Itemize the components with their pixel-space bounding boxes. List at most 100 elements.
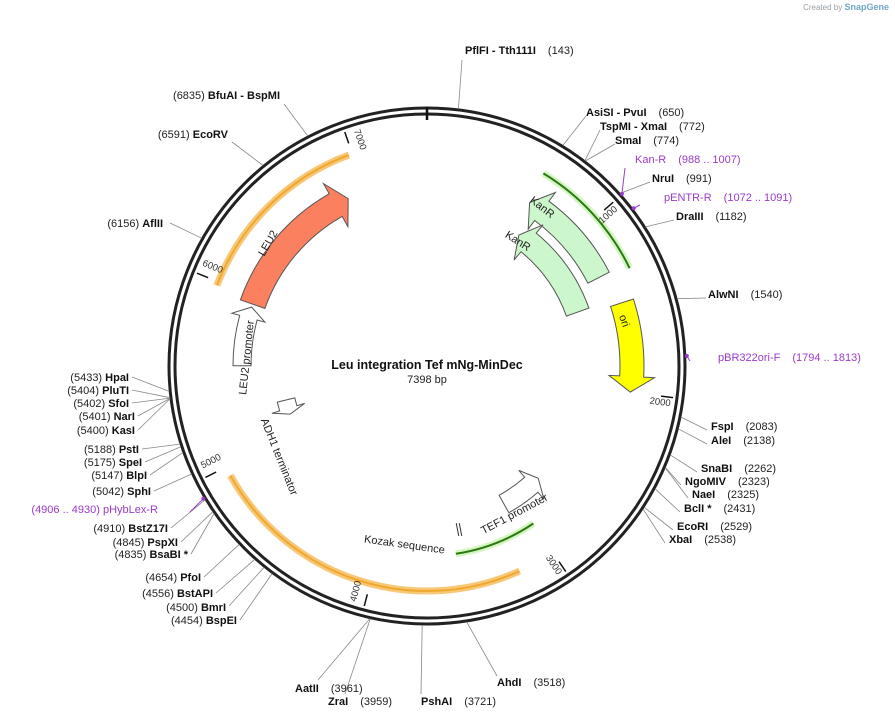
site-label-aatii: AatII (3961) bbox=[295, 683, 363, 695]
primer-leader-3 bbox=[189, 498, 204, 513]
site-leader-16 bbox=[420, 624, 423, 695]
feature-promoter-6 bbox=[230, 306, 267, 367]
site-label-bspei: (4454) BspEI bbox=[171, 615, 237, 627]
site-label-pshai: PshAI (3721) bbox=[421, 696, 496, 708]
restriction-sites: PflFI - Tth111I (143) AsiSI - PvuI (650) Tsp… bbox=[67, 45, 782, 708]
site-label-nrui: NruI (991) bbox=[652, 173, 712, 185]
site-leader-31 bbox=[137, 398, 171, 417]
feature-ori-2 bbox=[607, 298, 657, 393]
site-label-draiii: DraIII (1182) bbox=[676, 211, 747, 223]
feature-cds-7 bbox=[239, 182, 349, 310]
site-leader-25 bbox=[170, 499, 206, 529]
site-label-spei: (5175) SpeI bbox=[84, 457, 142, 469]
ruler-label-7000: 7000 bbox=[351, 128, 368, 152]
green-band-line-0 bbox=[542, 172, 631, 269]
ruler-tick-2000 bbox=[660, 395, 674, 399]
site-leader-1 bbox=[562, 115, 587, 146]
primer-marker-1 bbox=[631, 206, 636, 211]
site-leader-15 bbox=[466, 621, 498, 677]
site-label-pluti: (5404) PluTI bbox=[67, 385, 129, 397]
site-label-bstz17i: (4910) BstZ17I bbox=[93, 523, 168, 535]
site-leader-12 bbox=[654, 488, 681, 513]
site-leader-26 bbox=[153, 473, 192, 492]
ruler-label-6000: 6000 bbox=[201, 258, 225, 276]
site-leader-29 bbox=[141, 443, 181, 450]
credit-prefix: Created by bbox=[803, 3, 843, 12]
site-label-aflii: (6156) AflII bbox=[107, 218, 163, 230]
primer-leader-0 bbox=[621, 167, 626, 194]
ruler-tick-6000 bbox=[196, 272, 209, 279]
site-leader-2 bbox=[584, 129, 601, 161]
ruler-tick-3000 bbox=[558, 561, 567, 572]
ruler-ticks: 1000 2000 3000 4000 5000 6000 7000 bbox=[196, 107, 674, 607]
site-label-nari: (5401) NarI bbox=[79, 411, 135, 423]
site-label-naei: NaeI (2325) bbox=[692, 489, 759, 501]
site-label-zrai: ZraI (3959) bbox=[328, 696, 392, 708]
site-label-kasi: (5400) KasI bbox=[77, 425, 135, 437]
site-label-fspi: FspI (2083) bbox=[711, 421, 777, 433]
ruler-label-1000: 1000 bbox=[597, 204, 620, 226]
ruler-tick-5000 bbox=[205, 471, 217, 479]
site-label-xbai: XbaI (2538) bbox=[669, 534, 736, 546]
site-leader-3 bbox=[585, 143, 616, 162]
site-leader-35 bbox=[169, 222, 202, 239]
site-leader-23 bbox=[190, 513, 215, 555]
site-label-alei: AleI (2138) bbox=[711, 435, 775, 447]
site-leader-24 bbox=[180, 511, 214, 543]
site-leader-17 bbox=[344, 618, 371, 695]
site-label-pflfi: PflFI - Tth111I (143) bbox=[465, 45, 574, 57]
feature-cds-1 bbox=[513, 224, 590, 317]
site-leader-19 bbox=[239, 573, 273, 621]
feature-label-2: ori bbox=[616, 313, 631, 329]
site-label-snabi: SnaBI (2262) bbox=[701, 463, 776, 475]
site-label-smai: SmaI (774) bbox=[615, 135, 679, 147]
site-leader-8 bbox=[678, 428, 708, 445]
site-label-bcli: BclI * (2431) bbox=[684, 503, 755, 515]
site-leader-13 bbox=[643, 506, 674, 531]
site-label-psti: (5188) PstI bbox=[84, 444, 139, 456]
site-leader-11 bbox=[664, 467, 689, 499]
orange-band-line-1 bbox=[229, 475, 520, 592]
site-label-ahdi: AhdI (3518) bbox=[497, 677, 565, 689]
site-leader-20 bbox=[228, 567, 265, 607]
site-leader-14 bbox=[642, 508, 666, 544]
ruler-label-2000: 2000 bbox=[649, 396, 671, 410]
site-leader-21 bbox=[215, 559, 255, 594]
primer-marker-3 bbox=[201, 496, 206, 501]
site-label-bmri: (4500) BmrI bbox=[166, 602, 226, 614]
ruler-label-4000: 4000 bbox=[348, 580, 364, 603]
primer-label-1: pENTR-R (1072 .. 1091) bbox=[664, 192, 792, 204]
site-label-ngomiv: NgoMIV (2323) bbox=[685, 476, 770, 488]
kozak-marker bbox=[455, 523, 460, 536]
site-leader-30 bbox=[137, 398, 171, 431]
primer-label-0: Kan-R (988 .. 1007) bbox=[635, 154, 741, 166]
site-label-ecori: EcoRI (2529) bbox=[677, 521, 752, 533]
site-label-asisi: AsiSI - PvuI (650) bbox=[586, 107, 684, 119]
site-label-sfoi: (5402) SfoI bbox=[73, 398, 129, 410]
feature-cds-0 bbox=[527, 191, 610, 284]
primer-sites: Kan-R (988 .. 1007) pENTR-R (1072 .. 1091) p… bbox=[31, 154, 860, 516]
site-label-bfuai: (6835) BfuAI - BspMI bbox=[173, 90, 280, 102]
site-leader-9 bbox=[670, 454, 698, 473]
ruler-label-5000: 5000 bbox=[199, 452, 223, 471]
feature-label-5: ADH1 terminator bbox=[258, 417, 300, 498]
site-leader-27 bbox=[149, 452, 184, 476]
site-label-bsabi: (4835) BsaBI * bbox=[115, 549, 189, 561]
feature-promoter-3 bbox=[498, 469, 545, 514]
plasmid-name: Leu integration Tef mNg-MinDec bbox=[331, 358, 522, 372]
site-label-blpi: (5147) BlpI bbox=[91, 470, 147, 482]
primer-label-3: (4906 .. 4930) pHybLex-R bbox=[31, 504, 158, 516]
site-leader-36 bbox=[231, 141, 264, 166]
site-leader-0 bbox=[458, 59, 463, 109]
snapgene-brand: SnapGene bbox=[844, 2, 889, 12]
site-leader-33 bbox=[131, 389, 170, 399]
ruler-label-3000: 3000 bbox=[543, 553, 564, 577]
site-leader-6 bbox=[677, 297, 707, 300]
ruler-tick-7000 bbox=[344, 131, 350, 144]
site-leader-34 bbox=[131, 376, 170, 392]
site-label-sphi: (5042) SphI bbox=[92, 486, 151, 498]
site-leader-32 bbox=[131, 397, 171, 404]
site-label-pfoi: (4654) PfoI bbox=[145, 572, 201, 584]
site-leader-7 bbox=[680, 416, 708, 431]
